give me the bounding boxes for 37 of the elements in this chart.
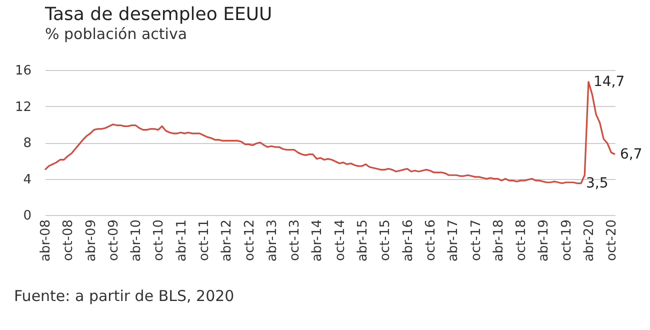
x-tick-label: oct-15 — [378, 220, 394, 261]
x-tick-label: abr-09 — [84, 220, 99, 262]
x-tick-label: abr-12 — [220, 220, 235, 262]
chart-subtitle: % población activa — [45, 25, 188, 43]
source-note: Fuente: a partir de BLS, 2020 — [14, 287, 236, 305]
x-tick-label: oct-11 — [196, 220, 212, 261]
x-tick-label: abr-16 — [400, 220, 416, 262]
x-tick-label: abr-19 — [536, 220, 552, 262]
y-tick-label: 12 — [14, 100, 32, 115]
x-tick-label: oct-09 — [106, 220, 122, 261]
annotation: 6,7 — [620, 146, 642, 162]
y-tick-label: 0 — [23, 208, 32, 224]
x-tick-label: abr-13 — [264, 220, 280, 262]
y-tick-label: 16 — [14, 64, 32, 78]
chart-title: Tasa de desempleo EEUU — [44, 4, 272, 25]
y-tick-label: 4 — [23, 172, 32, 188]
x-tick-label: oct-14 — [332, 220, 348, 261]
annotation: 3,5 — [586, 175, 608, 192]
x-tick-label: oct-20 — [604, 220, 620, 261]
annotation: 14,7 — [593, 74, 625, 90]
x-tick-label: abr-18 — [491, 220, 506, 262]
x-tick-label: oct-17 — [468, 220, 484, 261]
x-tick-label: oct-13 — [288, 220, 303, 261]
x-tick-label: abr-08 — [38, 220, 54, 262]
x-tick-label: oct-08 — [61, 220, 76, 261]
x-tick-label: oct-19 — [559, 220, 574, 261]
x-tick-label: abr-14 — [310, 220, 326, 262]
x-tick-label: abr-20 — [582, 220, 597, 262]
x-tick-label: oct-18 — [514, 220, 530, 261]
x-tick-label: oct-10 — [152, 220, 167, 261]
x-tick-label: abr-15 — [355, 220, 370, 262]
y-tick-label: 8 — [23, 136, 32, 151]
x-tick-label: abr-10 — [129, 220, 144, 262]
x-tick-label: abr-17 — [446, 220, 462, 262]
x-tick-label: abr-11 — [174, 220, 190, 262]
x-tick-label: oct-12 — [242, 220, 258, 261]
x-tick-label: oct-16 — [424, 220, 438, 261]
